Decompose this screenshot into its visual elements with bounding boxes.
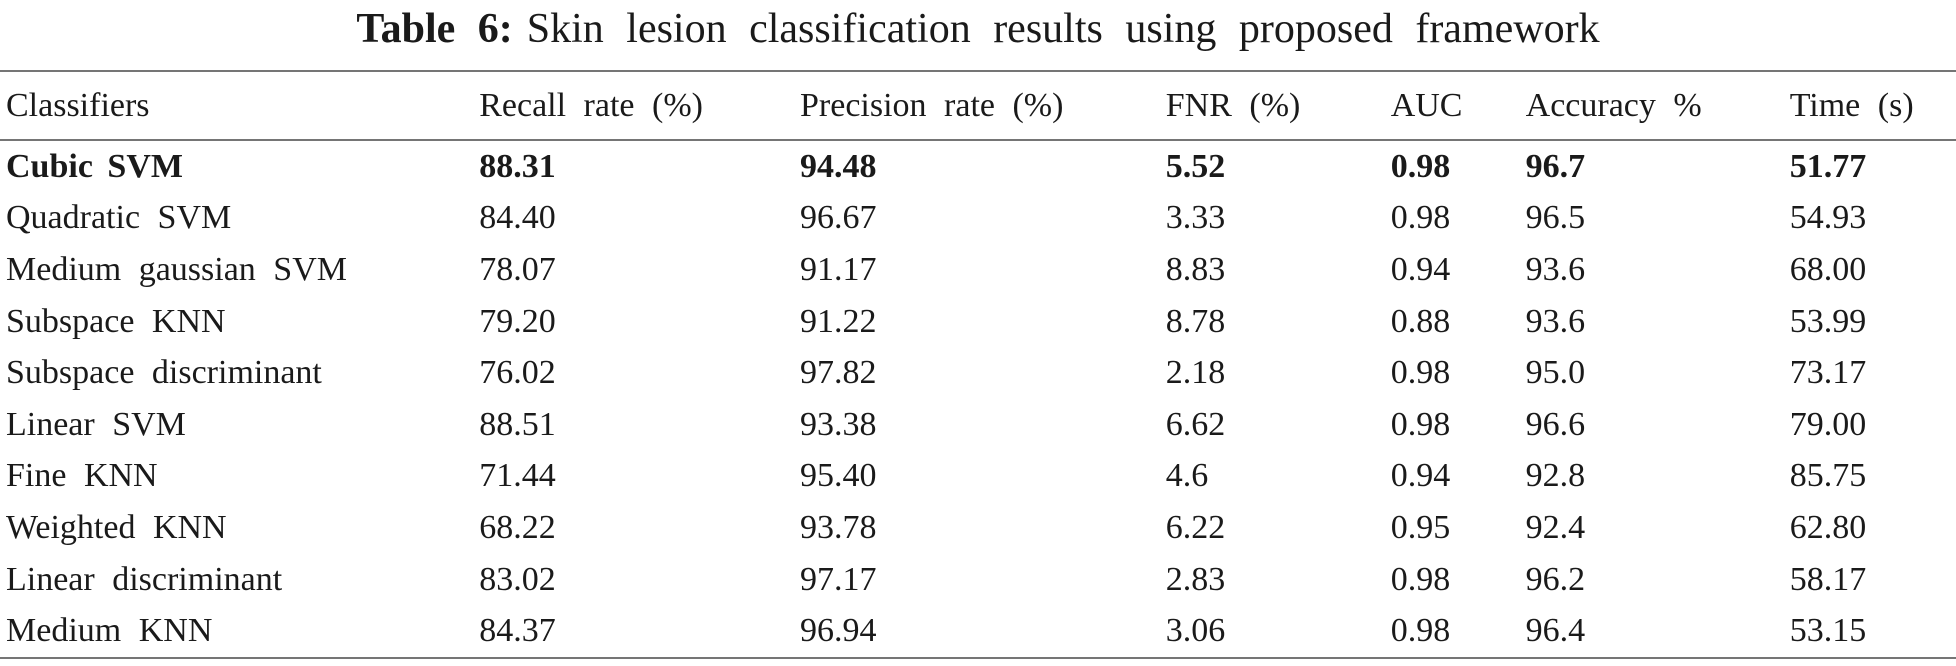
metric-value-cell: 78.07	[479, 250, 556, 288]
metric-value-cell: 93.38	[800, 405, 877, 443]
metric-value-cell: 96.94	[800, 612, 877, 650]
metric-value-cell: 96.6	[1525, 405, 1586, 443]
metric-value-cell: 91.17	[800, 250, 877, 288]
metric-value-cell: 83.02	[479, 560, 556, 598]
table-row: Weighted KNN 68.22 93.78 6.22 0.95 92.4 62.80	[0, 502, 1956, 554]
classifier-name-cell: Linear discriminant	[6, 560, 283, 598]
metric-value-cell: 0.98	[1390, 147, 1451, 185]
metric-value-cell: 53.99	[1789, 302, 1867, 340]
table-row: Linear SVM 88.51 93.38 6.62 0.98 96.6 79.00	[0, 399, 1956, 451]
metric-value-cell: 96.67	[800, 199, 877, 237]
metric-value-cell: 94.48	[800, 147, 877, 185]
metric-value-cell: 88.51	[479, 405, 556, 443]
metric-value-cell: 76.02	[479, 354, 556, 392]
metric-value-cell: 2.83	[1165, 560, 1226, 598]
metric-value-cell: 0.95	[1390, 508, 1451, 546]
table-row: Medium KNN 84.37 96.94 3.06 0.98 96.4 53.15	[0, 605, 1956, 658]
results-table: Classifiers Recall rate (%) Precision rate…	[0, 70, 1956, 659]
metric-value-cell: 84.37	[479, 612, 556, 650]
classifier-name-cell: Subspace discriminant	[6, 354, 322, 392]
metric-value-cell: 6.22	[1165, 508, 1226, 546]
column-header: FNR (%)	[1165, 71, 1391, 141]
classifier-name-cell: Weighted KNN	[6, 508, 227, 546]
classifier-name-cell: Medium KNN	[6, 612, 213, 650]
table-row: Subspace discriminant 76.02 97.82 2.18 0.98 9…	[0, 347, 1956, 399]
metric-value-cell: 4.6	[1165, 457, 1209, 495]
metric-value-cell: 79.20	[479, 302, 556, 340]
table-caption-text: Skin lesion classification results using…	[526, 6, 1600, 52]
metric-value-cell: 88.31	[479, 147, 556, 185]
metric-value-cell: 58.17	[1789, 560, 1867, 598]
metric-value-cell: 93.6	[1525, 250, 1586, 288]
metric-value-cell: 68.00	[1789, 250, 1867, 288]
metric-value-cell: 92.4	[1525, 508, 1586, 546]
metric-value-cell: 84.40	[479, 199, 556, 237]
metric-value-cell: 53.15	[1789, 612, 1867, 650]
metric-value-cell: 2.18	[1165, 354, 1226, 392]
metric-value-cell: 0.94	[1390, 457, 1451, 495]
table-row: Quadratic SVM 84.40 96.67 3.33 0.98 96.5 54.93	[0, 193, 1956, 245]
column-header: Classifiers	[0, 71, 480, 141]
classifier-name-cell: Linear SVM	[6, 405, 186, 443]
metric-value-cell: 96.4	[1525, 612, 1586, 650]
metric-value-cell: 51.77	[1789, 147, 1867, 185]
metric-value-cell: 71.44	[479, 457, 556, 495]
metric-value-cell: 97.17	[800, 560, 877, 598]
column-header: Time (s)	[1789, 71, 1956, 141]
metric-value-cell: 96.7	[1525, 147, 1586, 185]
metric-value-cell: 54.93	[1789, 199, 1867, 237]
metric-value-cell: 3.06	[1165, 612, 1226, 650]
metric-value-cell: 79.00	[1789, 405, 1867, 443]
metric-value-cell: 8.78	[1165, 302, 1226, 340]
metric-value-cell: 3.33	[1165, 199, 1226, 237]
metric-value-cell: 93.78	[800, 508, 877, 546]
metric-value-cell: 96.2	[1525, 560, 1586, 598]
classifier-name-cell: Cubic SVM	[6, 147, 183, 185]
classifier-name-cell: Subspace KNN	[6, 302, 226, 340]
metric-value-cell: 0.94	[1390, 250, 1451, 288]
table-caption: Table 6: Skin lesion classification resul…	[0, 0, 1956, 56]
metric-value-cell: 95.40	[800, 457, 877, 495]
metric-value-cell: 6.62	[1165, 405, 1226, 443]
metric-value-cell: 92.8	[1525, 457, 1586, 495]
metric-value-cell: 96.5	[1525, 199, 1586, 237]
column-header: Precision rate (%)	[800, 71, 1166, 141]
metric-value-cell: 68.22	[479, 508, 556, 546]
table-header-row: Classifiers Recall rate (%) Precision rate…	[0, 71, 1956, 141]
column-header: Accuracy %	[1525, 71, 1790, 141]
table-body: Cubic SVM 88.31 94.48 5.52 0.98 96.7 51.77 Quad…	[0, 140, 1956, 658]
metric-value-cell: 0.98	[1390, 354, 1451, 392]
table-row: Medium gaussian SVM 78.07 91.17 8.83 0.94 93.…	[0, 244, 1956, 296]
table-row: Linear discriminant 83.02 97.17 2.83 0.98 96.…	[0, 554, 1956, 606]
metric-value-cell: 91.22	[800, 302, 877, 340]
classifier-name-cell: Medium gaussian SVM	[6, 250, 347, 288]
table-row: Fine KNN 71.44 95.40 4.6 0.94 92.8 85.75	[0, 451, 1956, 503]
metric-value-cell: 0.98	[1390, 560, 1451, 598]
metric-value-cell: 62.80	[1789, 508, 1867, 546]
metric-value-cell: 97.82	[800, 354, 877, 392]
column-header: AUC	[1390, 71, 1526, 141]
metric-value-cell: 0.98	[1390, 199, 1451, 237]
metric-value-cell: 73.17	[1789, 354, 1867, 392]
metric-value-cell: 0.88	[1390, 302, 1451, 340]
metric-value-cell: 0.98	[1390, 612, 1451, 650]
column-header: Recall rate (%)	[479, 71, 800, 141]
table-row: Cubic SVM 88.31 94.48 5.52 0.98 96.7 51.77	[0, 140, 1956, 193]
metric-value-cell: 5.52	[1165, 147, 1226, 185]
metric-value-cell: 93.6	[1525, 302, 1586, 340]
metric-value-cell: 0.98	[1390, 405, 1451, 443]
classifier-name-cell: Quadratic SVM	[6, 199, 232, 237]
classifier-name-cell: Fine KNN	[6, 457, 158, 495]
metric-value-cell: 85.75	[1789, 457, 1867, 495]
metric-value-cell: 8.83	[1165, 250, 1226, 288]
table-row: Subspace KNN 79.20 91.22 8.78 0.88 93.6 53.99	[0, 296, 1956, 348]
table-caption-label: Table 6:	[356, 6, 513, 52]
metric-value-cell: 95.0	[1525, 354, 1586, 392]
